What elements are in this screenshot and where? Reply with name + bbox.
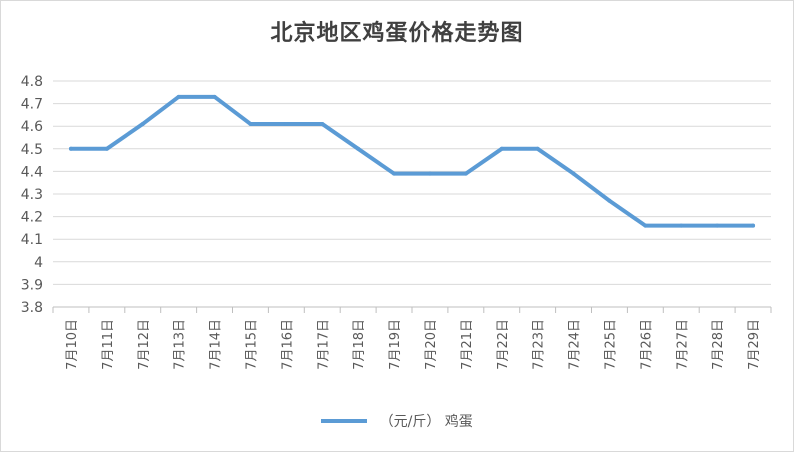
data-point (392, 171, 397, 176)
x-tick-label: 7月20日 (424, 319, 439, 370)
x-tick-label: 7月10日 (65, 319, 80, 370)
data-point (715, 223, 720, 228)
y-tick-label: 3.8 (21, 300, 43, 316)
y-tick-label: 4 (34, 255, 43, 271)
data-point (284, 121, 289, 126)
y-tick-label: 4.6 (21, 119, 43, 135)
data-point (643, 223, 648, 228)
y-tick-label: 4.5 (21, 142, 43, 158)
y-tick-label: 4.7 (21, 97, 43, 113)
data-point (571, 171, 576, 176)
series-line (68, 94, 756, 228)
legend: （元/斤） 鸡蛋 (1, 411, 793, 431)
x-tick-label: 7月14日 (209, 319, 224, 370)
data-point (356, 146, 361, 151)
y-tick-label: 4.3 (21, 187, 43, 203)
data-point (248, 121, 253, 126)
legend-swatch (321, 419, 368, 423)
x-tick-label: 7月22日 (496, 319, 511, 370)
x-tick-label: 7月17日 (316, 319, 331, 370)
data-point (427, 171, 432, 176)
data-point (320, 121, 325, 126)
x-tick-label: 7月24日 (568, 319, 583, 370)
y-tick-label: 3.9 (21, 277, 43, 293)
data-point (212, 94, 217, 99)
data-point (751, 223, 756, 228)
x-tick-label: 7月26日 (639, 319, 654, 370)
data-point (463, 171, 468, 176)
x-tick-label: 7月29日 (747, 319, 762, 370)
data-point (607, 198, 612, 203)
data-point (104, 146, 109, 151)
x-tick-label: 7月21日 (460, 319, 475, 370)
x-tick-label: 7月18日 (352, 319, 367, 370)
x-tick-label: 7月27日 (675, 319, 690, 370)
x-tick-label: 7月19日 (388, 319, 403, 370)
data-point (499, 146, 504, 151)
data-point (679, 223, 684, 228)
data-point (535, 146, 540, 151)
x-tick-label: 7月12日 (137, 319, 152, 370)
x-tick-label: 7月28日 (711, 319, 726, 370)
y-tick-label: 4.4 (21, 164, 43, 180)
data-point (176, 94, 181, 99)
data-point (68, 146, 73, 151)
chart-title: 北京地区鸡蛋价格走势图 (270, 21, 524, 46)
x-tick-label: 7月16日 (280, 319, 295, 370)
x-tick-label: 7月15日 (244, 319, 259, 370)
y-tick-label: 4.2 (21, 210, 43, 226)
x-tick-label: 7月11日 (101, 319, 116, 370)
y-tick-label: 4.1 (21, 232, 43, 248)
legend-label: （元/斤） 鸡蛋 (379, 414, 473, 430)
x-tick-label: 7月25日 (603, 319, 618, 370)
x-tick-label: 7月13日 (173, 319, 188, 370)
y-tick-label: 4.8 (21, 74, 43, 90)
x-tick-label: 7月23日 (532, 319, 547, 370)
data-point (140, 121, 145, 126)
